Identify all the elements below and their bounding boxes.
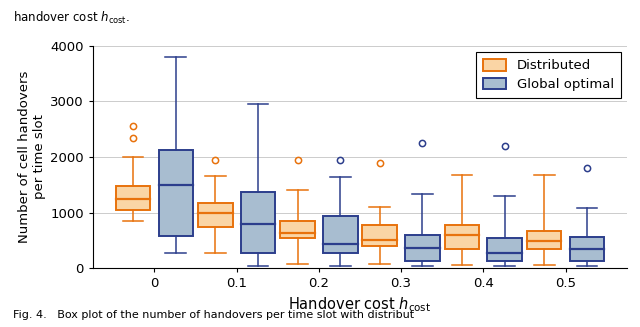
Text: Fig. 4.   Box plot of the number of handovers per time slot with distribut: Fig. 4. Box plot of the number of handov… — [13, 310, 414, 320]
Bar — [323, 216, 358, 252]
Y-axis label: Number of cell handovers
per time slot: Number of cell handovers per time slot — [18, 71, 46, 243]
Legend: Distributed, Global optimal: Distributed, Global optimal — [476, 52, 621, 98]
Bar — [198, 202, 232, 227]
Bar — [159, 150, 193, 236]
Bar — [570, 237, 604, 261]
Bar — [405, 235, 440, 261]
Bar — [241, 192, 275, 252]
Bar — [280, 221, 315, 238]
Bar — [445, 225, 479, 249]
Bar — [488, 237, 522, 261]
X-axis label: Handover cost $h_{\mathrm{cost}}$: Handover cost $h_{\mathrm{cost}}$ — [289, 296, 431, 315]
Bar — [527, 231, 561, 249]
Bar — [116, 186, 150, 210]
Bar — [362, 225, 397, 247]
Text: handover cost $h_{\mathrm{cost}}$.: handover cost $h_{\mathrm{cost}}$. — [13, 10, 130, 26]
